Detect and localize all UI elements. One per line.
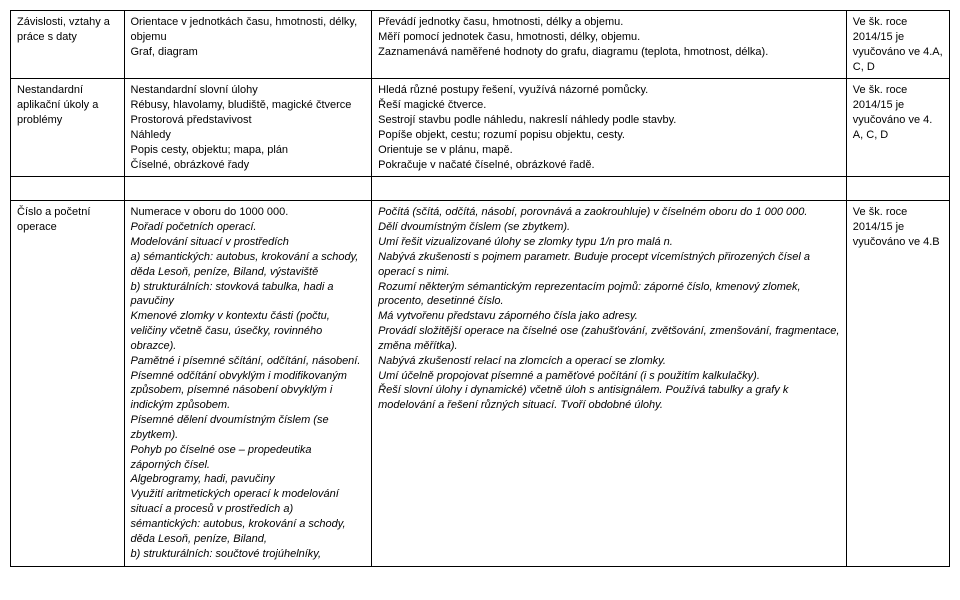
table-row-spacer [11,177,950,201]
cell-topic: Nestandardní aplikační úkoly a problémy [11,79,125,177]
cell-topic: Číslo a početní operace [11,201,125,566]
table-row: Číslo a početní operace Numerace v oboru… [11,201,950,566]
paragraph: Umí řešit vizualizované úlohy se zlomky … [378,235,840,250]
spacer-cell [124,177,372,201]
paragraph: Řeší slovní úlohy i dynamické) včetně úl… [378,383,840,413]
cell-content: Numerace v oboru do 1000 000.Pořadí poče… [124,201,372,566]
table-body: Závislosti, vztahy a práce s daty Orient… [11,11,950,567]
paragraph: b) strukturálních: stovková tabulka, had… [131,280,366,310]
cell-note: Ve šk. roce 2014/15 je vyučováno ve 4.B [846,201,949,566]
paragraph: Má vytvořenu představu záporného čísla j… [378,309,840,324]
paragraph: Umí účelně propojovat písemné a paměťové… [378,369,840,384]
paragraph: Písemné dělení dvoumístným číslem (se zb… [131,413,366,443]
cell-text: Hledá různé postupy řešení, využívá názo… [378,84,676,170]
paragraph: Modelování situací v prostředích [131,235,366,250]
paragraph: Pohyb po číselné ose – propedeutika zápo… [131,443,366,473]
table-row: Závislosti, vztahy a práce s daty Orient… [11,11,950,79]
paragraph: Provádí složitější operace na číselné os… [378,324,840,354]
paragraph: Dělí dvoumístným číslem (se zbytkem). [378,220,840,235]
cell-outcomes: Počítá (sčítá, odčítá, násobí, porovnává… [372,201,847,566]
spacer-cell [846,177,949,201]
cell-note: Ve šk. roce 2014/15 je vyučováno ve 4. A… [846,79,949,177]
cell-content: Nestandardní slovní úlohyRébusy, hlavola… [124,79,372,177]
paragraph: Nabývá zkušenosti s pojmem parametr. Bud… [378,250,840,280]
paragraph: Pamětné i písemné sčítání, odčítání, nás… [131,354,366,369]
paragraph: Nabývá zkušeností relací na zlomcích a o… [378,354,840,369]
cell-text: Orientace v jednotkách času, hmotnosti, … [131,16,358,58]
paragraph: Algebrogramy, hadi, pavučiny [131,472,366,487]
paragraph: Pořadí početních operací. [131,220,366,235]
table-row: Nestandardní aplikační úkoly a problémy … [11,79,950,177]
cell-text: Převádí jednotky času, hmotnosti, délky … [378,16,768,58]
paragraph: a) sémantických: autobus, krokování a sc… [131,250,366,280]
paragraph: Počítá (sčítá, odčítá, násobí, porovnává… [378,205,840,220]
curriculum-table: Závislosti, vztahy a práce s daty Orient… [10,10,950,567]
paragraph: Písemné odčítání obvyklým i modifikovaný… [131,369,366,414]
cell-outcomes: Převádí jednotky času, hmotnosti, délky … [372,11,847,79]
paragraph: Kmenové zlomky v kontextu části (počtu, … [131,309,366,354]
paragraph: Využití aritmetických operací k modelová… [131,487,366,546]
cell-content: Orientace v jednotkách času, hmotnosti, … [124,11,372,79]
spacer-cell [372,177,847,201]
paragraph: Rozumí některým sémantickým reprezentací… [378,280,840,310]
cell-outcomes: Hledá různé postupy řešení, využívá názo… [372,79,847,177]
cell-topic: Závislosti, vztahy a práce s daty [11,11,125,79]
spacer-cell [11,177,125,201]
paragraph: Numerace v oboru do 1000 000. [131,205,366,220]
cell-note: Ve šk. roce 2014/15 je vyučováno ve 4.A,… [846,11,949,79]
paragraph: b) strukturálních: součtové trojúhelníky… [131,547,366,562]
cell-text: Nestandardní slovní úlohyRébusy, hlavola… [131,84,352,170]
